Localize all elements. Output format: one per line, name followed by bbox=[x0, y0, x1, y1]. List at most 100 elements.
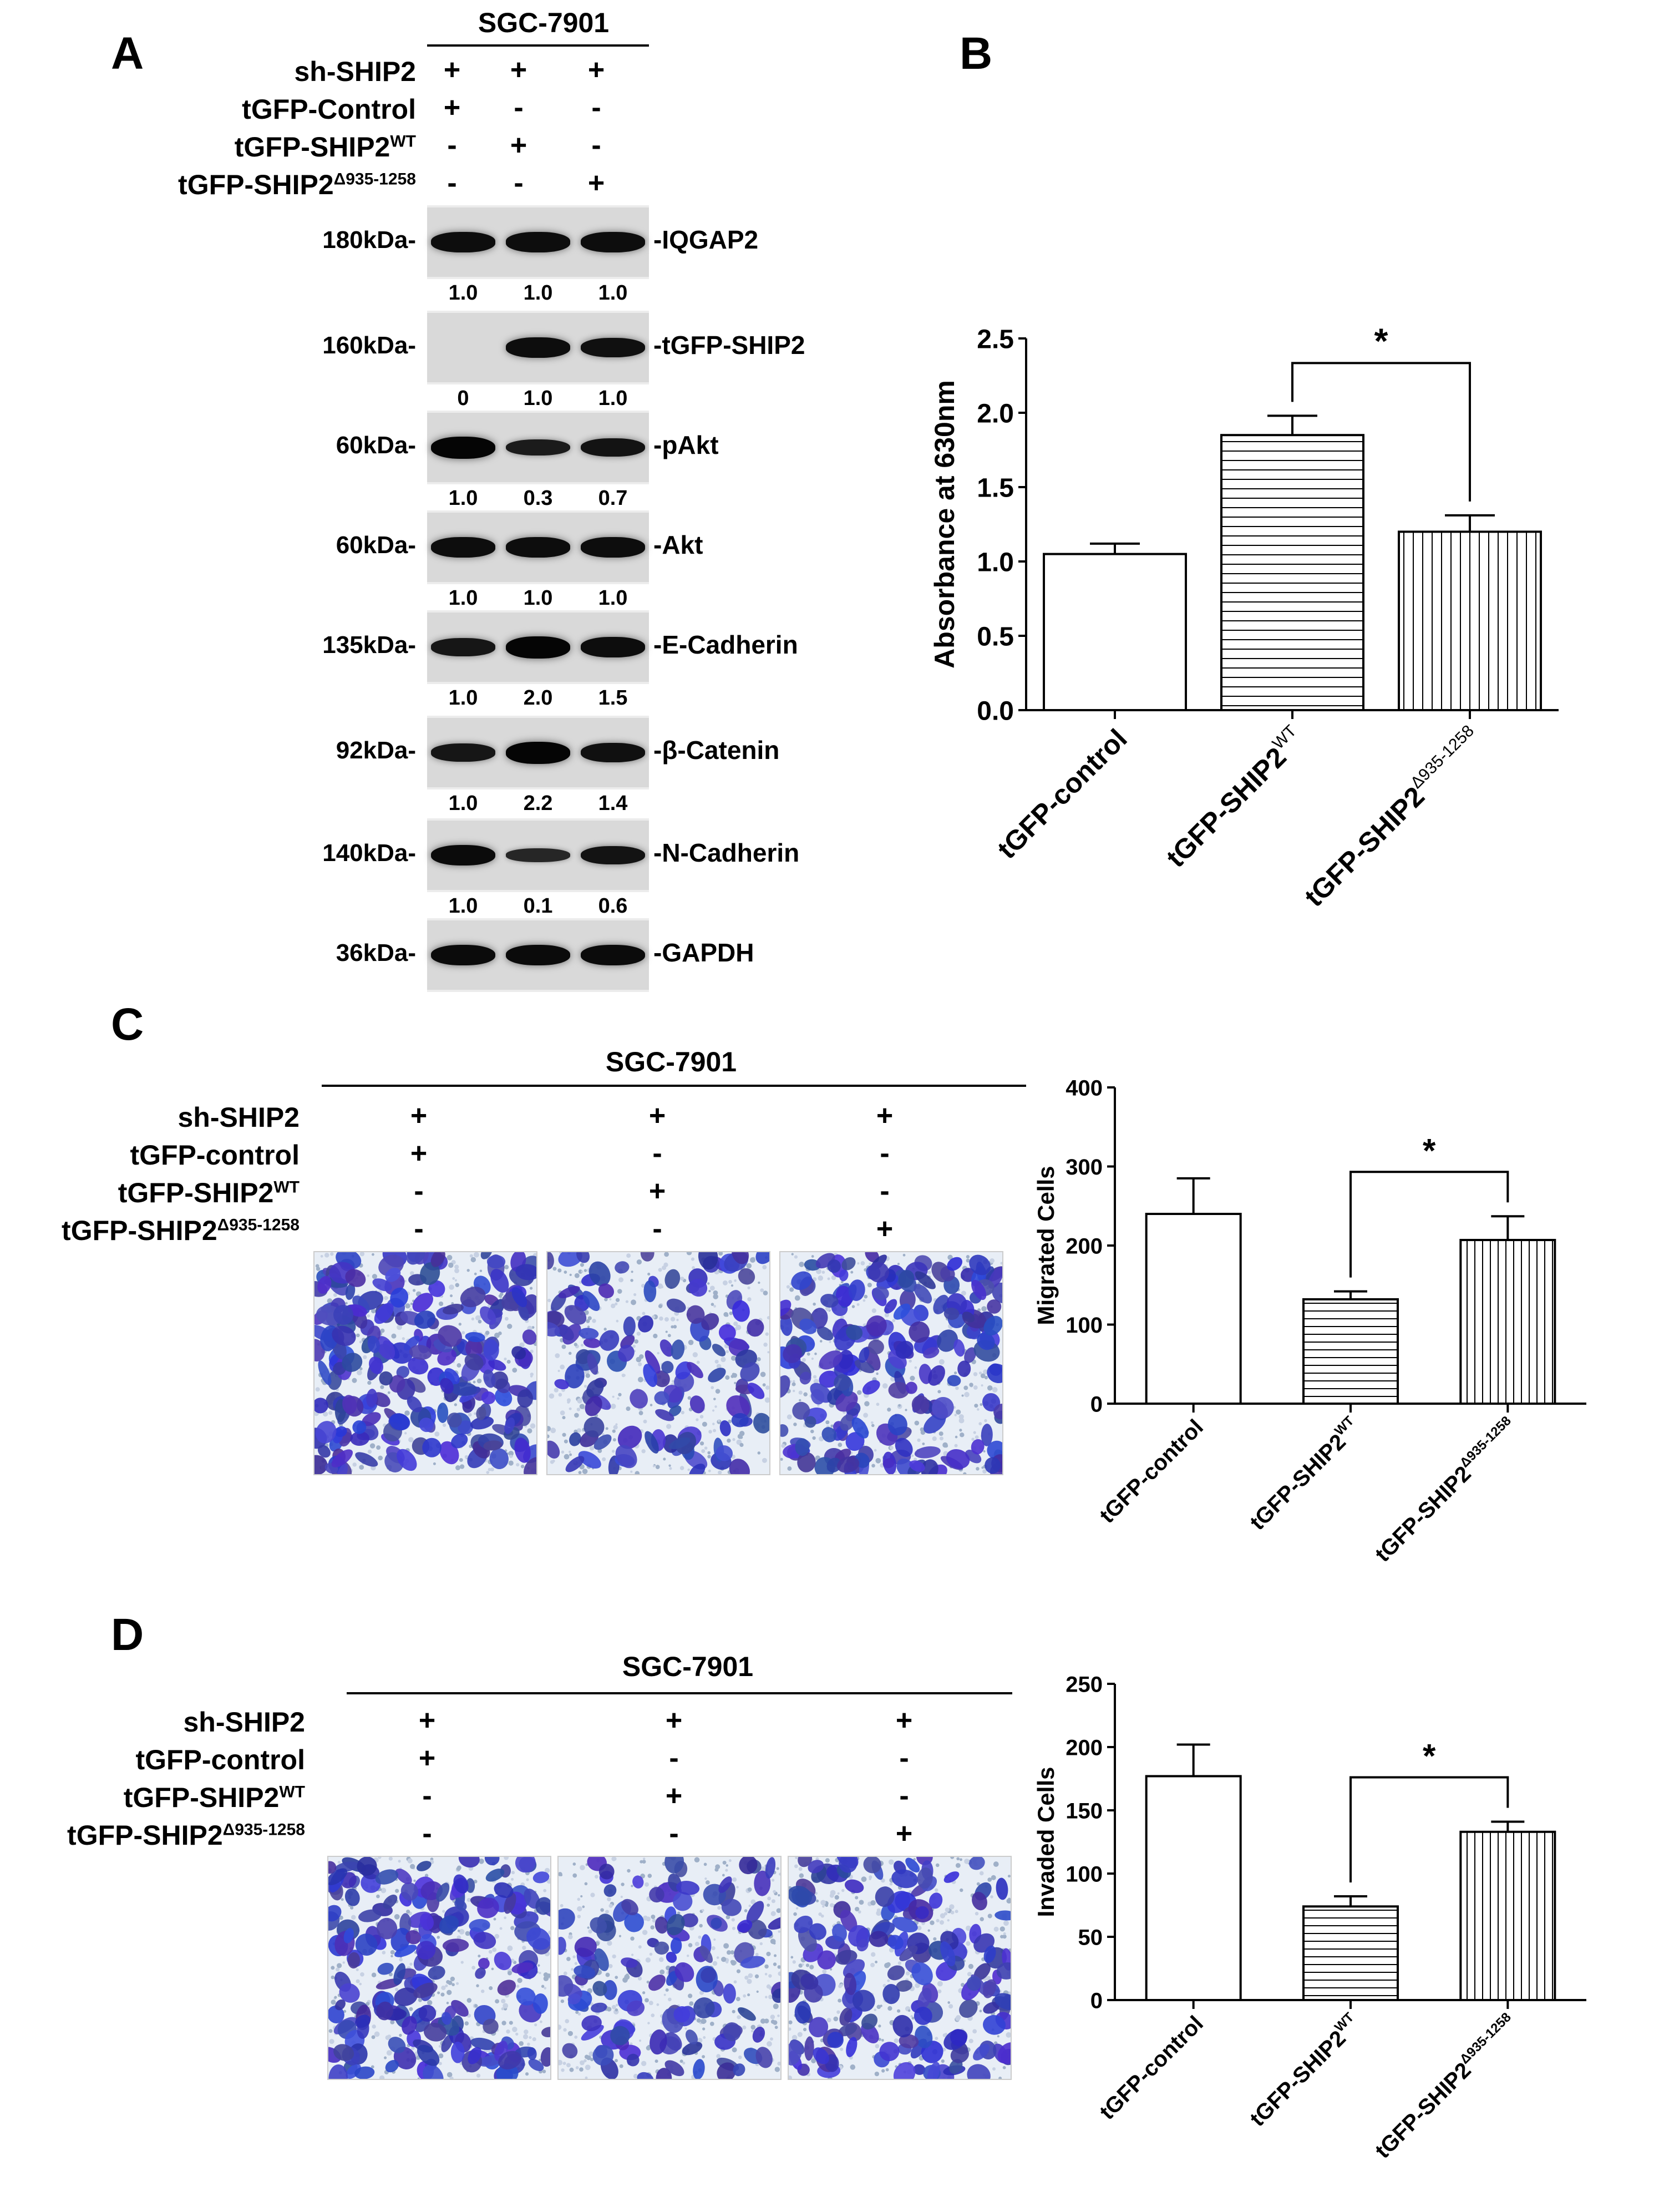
blot-band bbox=[431, 844, 495, 866]
blot-band bbox=[581, 537, 645, 558]
d-condition-name: tGFP-SHIP2 bbox=[67, 1820, 223, 1851]
y-tick-label: 2.0 bbox=[977, 399, 1014, 428]
a-condition-superscript: Δ935-1258 bbox=[333, 170, 416, 189]
d-condition-sign: - bbox=[669, 1742, 679, 1774]
blot-band bbox=[506, 439, 570, 456]
d-condition-sign: + bbox=[895, 1704, 913, 1737]
blot-strip bbox=[427, 311, 649, 384]
blot-band bbox=[581, 637, 645, 657]
y-tick-label: 200 bbox=[1066, 1735, 1103, 1760]
x-category-label: tGFP-control bbox=[1095, 1415, 1208, 1528]
c-condition-sign: - bbox=[880, 1137, 890, 1170]
a-condition-name: tGFP-SHIP2 bbox=[178, 169, 334, 200]
c-condition-sign: - bbox=[652, 1213, 662, 1245]
blot-band bbox=[581, 338, 645, 357]
x-category-label: tGFP-SHIP2Δ935-1258 bbox=[1369, 2009, 1523, 2163]
blot-band bbox=[581, 846, 645, 865]
panel-label-b: B bbox=[960, 28, 993, 79]
blot-band bbox=[581, 232, 645, 252]
x-category-label: tGFP-control bbox=[1095, 2011, 1208, 2124]
y-tick-label: 0 bbox=[1090, 1392, 1103, 1416]
chart-c-migrated-cells: 0 100 200 300 400 Migrated Cells tGFP-control t… bbox=[1033, 1076, 1586, 1567]
cell-line-title-d: SGC-7901 bbox=[622, 1651, 754, 1682]
bar bbox=[1043, 553, 1187, 711]
c-condition-sign: + bbox=[410, 1137, 428, 1170]
c-condition-superscript: Δ935-1258 bbox=[217, 1216, 300, 1234]
d-condition-sign: - bbox=[422, 1818, 432, 1850]
c-condition-sign: + bbox=[410, 1100, 428, 1132]
panel-label-d: D bbox=[111, 1609, 144, 1660]
y-tick-label: 100 bbox=[1066, 1313, 1103, 1338]
blot-quantification: 1.0 bbox=[598, 387, 628, 410]
d-condition-sign: - bbox=[422, 1780, 432, 1812]
y-tick-label: 0 bbox=[1090, 1988, 1103, 2013]
y-tick-label: 200 bbox=[1066, 1234, 1103, 1258]
blot-strip bbox=[427, 610, 649, 684]
c-condition-name: sh-SHIP2 bbox=[177, 1102, 300, 1133]
blot-protein-name: -pAkt bbox=[653, 431, 719, 459]
a-condition-label: tGFP-SHIP2WT bbox=[89, 131, 416, 163]
d-condition-label: sh-SHIP2 bbox=[11, 1706, 305, 1738]
a-condition-sign: - bbox=[591, 92, 601, 124]
blot-band bbox=[431, 436, 495, 459]
d-condition-sign: + bbox=[418, 1742, 436, 1774]
blot-band bbox=[506, 232, 570, 252]
blot-quantification: 1.0 bbox=[523, 586, 553, 610]
bar bbox=[1459, 1830, 1556, 2001]
blot-band bbox=[581, 944, 645, 966]
blot-protein-name: -N-Cadherin bbox=[653, 838, 800, 867]
a-condition-name: tGFP-Control bbox=[242, 94, 416, 125]
significance-bracket bbox=[1349, 1776, 1509, 1883]
a-condition-label: sh-SHIP2 bbox=[89, 55, 416, 88]
cell-line-rule-c bbox=[322, 1085, 1026, 1087]
bar bbox=[1302, 1905, 1399, 2001]
bar bbox=[1398, 530, 1542, 711]
significance-bracket bbox=[1349, 1171, 1509, 1278]
blot-strip bbox=[427, 818, 649, 892]
significance-star: * bbox=[1374, 321, 1388, 361]
blot-mw-marker: 60kDa- bbox=[336, 532, 416, 559]
blot-quantification: 0.1 bbox=[523, 894, 553, 918]
a-condition-sign: + bbox=[443, 54, 461, 86]
panel-label-c: C bbox=[111, 999, 144, 1050]
blot-strip bbox=[427, 716, 649, 789]
y-tick-label: 0.0 bbox=[977, 696, 1014, 726]
blot-strip bbox=[427, 205, 649, 279]
transwell-micrograph bbox=[779, 1251, 1003, 1475]
blot-band bbox=[431, 743, 495, 762]
bar bbox=[1302, 1298, 1399, 1405]
y-axis-label: Absorbance at 630nm bbox=[932, 380, 960, 669]
c-condition-sign: - bbox=[880, 1175, 890, 1207]
c-condition-label: tGFP-SHIP2WT bbox=[11, 1177, 300, 1209]
a-condition-sign: - bbox=[514, 92, 524, 124]
blot-quantification: 0.3 bbox=[523, 487, 553, 510]
transwell-micrograph bbox=[557, 1856, 782, 2080]
blot-quantification: 1.5 bbox=[598, 686, 628, 710]
panel-label-a: A bbox=[111, 28, 144, 79]
significance-bracket bbox=[1291, 362, 1471, 502]
blot-band bbox=[431, 944, 495, 966]
blot-quantification: 1.0 bbox=[448, 792, 478, 815]
d-condition-label: tGFP-SHIP2Δ935-1258 bbox=[11, 1819, 305, 1851]
d-condition-sign: + bbox=[895, 1818, 913, 1850]
d-condition-sign: - bbox=[669, 1818, 679, 1850]
blot-band bbox=[506, 636, 570, 659]
blot-mw-marker: 60kDa- bbox=[336, 432, 416, 459]
blot-band bbox=[506, 848, 570, 862]
c-condition-superscript: WT bbox=[273, 1178, 300, 1197]
a-condition-sign: + bbox=[510, 129, 527, 161]
a-condition-superscript: WT bbox=[390, 132, 416, 151]
y-tick-label: 1.5 bbox=[977, 473, 1014, 503]
y-tick-label: 2.5 bbox=[977, 325, 1014, 354]
d-condition-sign: - bbox=[899, 1780, 909, 1812]
a-condition-sign: + bbox=[443, 92, 461, 124]
c-condition-sign: + bbox=[648, 1175, 666, 1207]
d-condition-name: sh-SHIP2 bbox=[183, 1707, 305, 1738]
d-condition-name: tGFP-control bbox=[135, 1744, 305, 1775]
y-tick-label: 1.0 bbox=[977, 548, 1014, 577]
blot-quantification: 0.6 bbox=[598, 894, 628, 918]
a-condition-label: tGFP-SHIP2Δ935-1258 bbox=[89, 169, 416, 201]
y-tick-label: 150 bbox=[1066, 1799, 1103, 1823]
blot-protein-name: -β-Catenin bbox=[653, 736, 780, 765]
blot-strip bbox=[427, 510, 649, 584]
